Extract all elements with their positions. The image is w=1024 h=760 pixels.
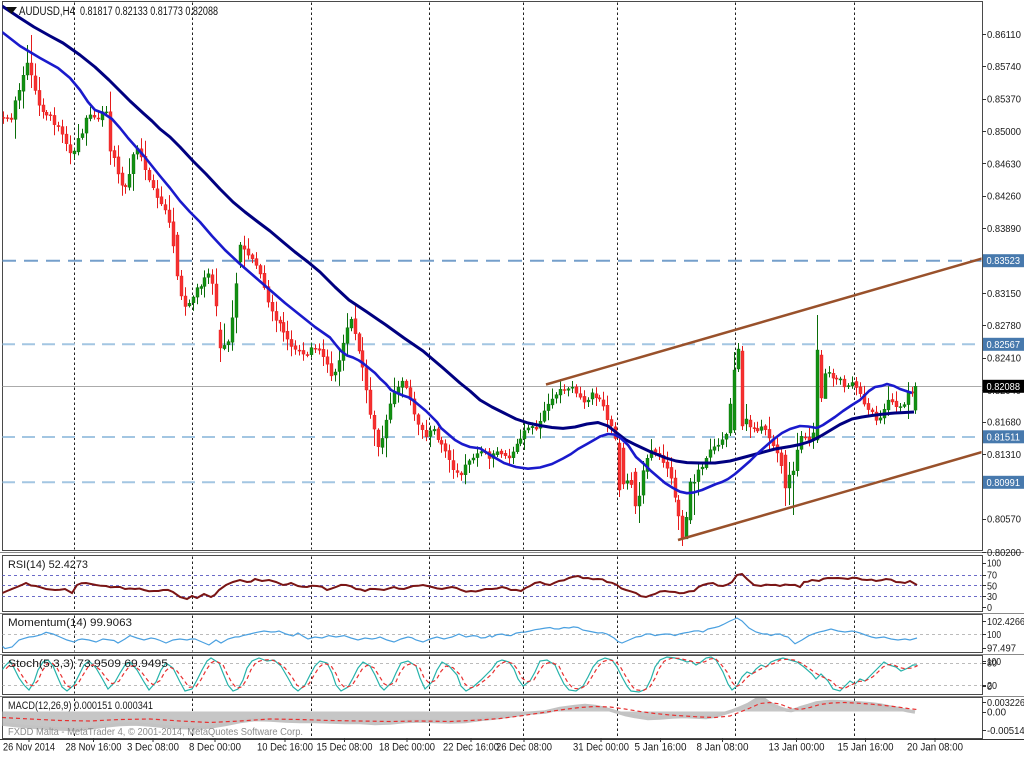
svg-text:26 Nov 2014: 26 Nov 2014 (3, 742, 55, 754)
svg-text:100: 100 (987, 558, 1001, 570)
svg-text:22 Dec 16:00: 22 Dec 16:00 (443, 742, 499, 754)
svg-text:100: 100 (987, 629, 1001, 641)
svg-text:FXDD Malta - MetaTrader 4, © 2: FXDD Malta - MetaTrader 4, © 2001-2014, … (8, 726, 303, 738)
svg-text:100: 100 (987, 656, 1001, 668)
svg-text:0.83890: 0.83890 (987, 223, 1021, 235)
svg-text:0.86110: 0.86110 (987, 29, 1021, 41)
svg-text:8 Jan 08:00: 8 Jan 08:00 (697, 742, 749, 754)
svg-text:10 Dec 16:00: 10 Dec 16:00 (257, 742, 313, 754)
svg-text:0.82410: 0.82410 (987, 353, 1021, 365)
svg-text:0.80200: 0.80200 (987, 547, 1021, 559)
svg-text:0.80570: 0.80570 (987, 514, 1021, 526)
svg-text:31 Dec 00:00: 31 Dec 00:00 (573, 742, 629, 754)
svg-text:0.81511: 0.81511 (987, 431, 1021, 443)
svg-text:AUDUSD,H4: AUDUSD,H4 (19, 6, 75, 18)
svg-text:0.82088: 0.82088 (987, 381, 1021, 393)
svg-text:MACD(12,26,9) 0.000151 0.00034: MACD(12,26,9) 0.000151 0.000341 (8, 700, 153, 712)
svg-text:0: 0 (987, 602, 992, 614)
svg-text:13 Jan 00:00: 13 Jan 00:00 (769, 742, 825, 754)
svg-text:Momentum(14) 99.9063: Momentum(14) 99.9063 (8, 617, 132, 629)
svg-text:0.81310: 0.81310 (987, 449, 1021, 461)
svg-text:50: 50 (987, 580, 997, 592)
svg-text:0.81817 0.82133 0.81773 0.8208: 0.81817 0.82133 0.81773 0.82088 (80, 6, 218, 18)
svg-text:0.84260: 0.84260 (987, 191, 1021, 203)
svg-text:0.003226: 0.003226 (987, 697, 1024, 709)
svg-text:-0.005145: -0.005145 (987, 725, 1024, 737)
svg-text:0.00: 0.00 (987, 707, 1006, 719)
svg-text:28 Nov 16:00: 28 Nov 16:00 (66, 742, 122, 754)
svg-text:80: 80 (987, 658, 997, 670)
svg-text:Stoch(5,3,3) 73.9509 69.9495: Stoch(5,3,3) 73.9509 69.9495 (8, 658, 168, 670)
svg-text:15 Jan 16:00: 15 Jan 16:00 (838, 742, 894, 754)
svg-text:0.80991: 0.80991 (987, 477, 1021, 489)
svg-text:0.82780: 0.82780 (987, 320, 1021, 332)
svg-text:26 Dec 08:00: 26 Dec 08:00 (496, 742, 552, 754)
svg-text:0.82567: 0.82567 (987, 339, 1021, 351)
svg-text:20 Jan 08:00: 20 Jan 08:00 (907, 742, 963, 754)
svg-text:RSI(14) 52.4273: RSI(14) 52.4273 (8, 559, 88, 571)
svg-text:0.85000: 0.85000 (987, 126, 1021, 138)
svg-text:30: 30 (987, 591, 997, 603)
svg-text:0.85740: 0.85740 (987, 61, 1021, 73)
svg-text:0.84630: 0.84630 (987, 158, 1021, 170)
svg-text:97.497: 97.497 (987, 643, 1016, 655)
svg-text:0.83523: 0.83523 (987, 255, 1021, 267)
svg-text:5 Jan 16:00: 5 Jan 16:00 (635, 742, 687, 754)
svg-text:8 Dec 00:00: 8 Dec 00:00 (189, 742, 241, 754)
svg-text:20: 20 (987, 680, 997, 692)
svg-text:0: 0 (987, 681, 992, 693)
svg-text:18 Dec 00:00: 18 Dec 00:00 (379, 742, 435, 754)
svg-text:0.85370: 0.85370 (987, 94, 1021, 106)
svg-text:70: 70 (987, 570, 997, 582)
svg-text:3 Dec 08:00: 3 Dec 08:00 (127, 742, 179, 754)
svg-text:102.4266: 102.4266 (987, 616, 1024, 628)
svg-text:0.83150: 0.83150 (987, 288, 1021, 300)
svg-text:0.81680: 0.81680 (987, 417, 1021, 429)
svg-text:15 Dec 08:00: 15 Dec 08:00 (317, 742, 373, 754)
